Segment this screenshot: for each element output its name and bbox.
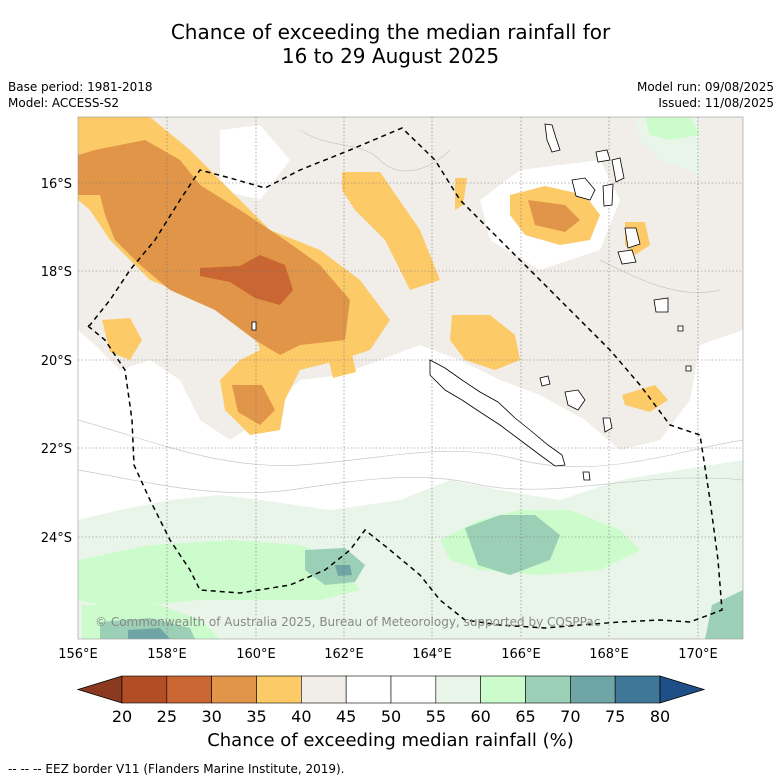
colorbar-tick-label: 75 <box>605 707 625 726</box>
colorbar-segment <box>614 675 661 704</box>
lon-tick-label: 156°E <box>58 647 98 662</box>
issued-text: Issued: 11/08/2025 <box>658 96 774 110</box>
loyalty-island-2 <box>539 375 551 387</box>
lat-tick-label: 18°S <box>41 265 72 280</box>
colorbar-segment <box>166 675 212 704</box>
region-40-45-small-2 <box>102 318 142 360</box>
island-small-b <box>685 365 692 372</box>
lat-tick-label: 20°S <box>41 354 72 369</box>
vanuatu-3 <box>595 149 611 163</box>
map-title-line2: 16 to 29 August 2025 <box>281 44 500 68</box>
region-white-gap-1 <box>220 125 290 200</box>
lat-tick-label: 16°S <box>41 177 72 192</box>
lon-tick-label: 168°E <box>589 647 629 662</box>
loyalty-island-1 <box>564 389 586 411</box>
lon-tick-label: 160°E <box>236 647 276 662</box>
base-period-text: Base period: 1981-2018 <box>8 80 153 94</box>
copyright-text: © Commonwealth of Australia 2025, Bureau… <box>95 615 600 629</box>
vanuatu-2 <box>571 177 596 201</box>
region-40-45-small-3 <box>622 385 668 412</box>
colorbar-segment <box>256 675 302 704</box>
lon-tick-labels: 156°E 158°E 160°E 162°E 164°E 166°E 168°… <box>58 647 718 662</box>
vanuatu-8 <box>653 297 669 313</box>
region-65-70-bottom <box>100 618 195 639</box>
colorbar-tick-label: 30 <box>201 707 221 726</box>
region-65-70-se <box>465 515 560 575</box>
region-65-70-sw <box>305 548 365 585</box>
region-30-35-blob-2 <box>232 385 275 425</box>
lat-tick-label: 24°S <box>41 531 72 546</box>
colorbar-segment <box>570 675 616 704</box>
vanuatu-7 <box>617 249 637 265</box>
colorbar-tick-label: 45 <box>336 707 356 726</box>
region-40-45-north-blob <box>342 172 440 290</box>
eez-legend-footnote: -- -- -- EEZ border V11 (Flanders Marine… <box>8 762 345 776</box>
lon-tick-label: 162°E <box>324 647 364 662</box>
colorbar-label: Chance of exceeding median rainfall (%) <box>207 730 574 751</box>
vanuatu-1 <box>544 123 561 153</box>
region-70-75-sw <box>335 565 352 576</box>
region-40-45-small-5 <box>325 345 356 378</box>
region-65-70-corner <box>705 590 743 639</box>
colorbar-tick-label: 40 <box>291 707 311 726</box>
vanuatu-6 <box>624 227 641 249</box>
colorbar-extend-high <box>659 675 706 704</box>
colorbar-segment <box>345 675 392 704</box>
vanuatu-4 <box>611 157 625 183</box>
map-area <box>78 117 743 639</box>
region-30-35-blob-1 <box>528 200 580 232</box>
vanuatu-5 <box>602 183 614 207</box>
colorbar-extend-low <box>76 675 123 704</box>
colorbar-tick-label: 20 <box>112 707 132 726</box>
colorbar-segment <box>301 675 347 704</box>
colorbar-tick-label: 50 <box>381 707 401 726</box>
loyalty-island-3 <box>602 417 613 433</box>
colorbar-tick-label: 65 <box>515 707 535 726</box>
colorbar-tick-label: 55 <box>426 707 446 726</box>
model-run-text: Model run: 09/08/2025 <box>636 80 774 94</box>
model-text: Model: ACCESS-S2 <box>8 96 120 110</box>
lat-tick-labels: 16°S 18°S 20°S 22°S 24°S <box>41 177 72 546</box>
colorbar-tick-label: 25 <box>157 707 177 726</box>
contour-lines <box>78 129 743 494</box>
colorbar-tick-label: 35 <box>246 707 266 726</box>
isle-of-pines <box>582 471 591 481</box>
colorbar-segment <box>390 675 437 704</box>
colorbar: 20 25 30 35 40 45 50 55 60 65 70 75 80 <box>76 675 706 726</box>
island-small-a <box>677 325 684 332</box>
grid-lines <box>78 117 743 639</box>
lon-tick-label: 170°E <box>678 647 718 662</box>
colorbar-segment <box>525 675 571 704</box>
colorbar-segment <box>211 675 257 704</box>
colorbar-tick-label: 70 <box>560 707 580 726</box>
lat-tick-label: 22°S <box>41 442 72 457</box>
region-40-45-mid-blob <box>450 315 520 370</box>
land-masses <box>251 123 692 481</box>
region-70-75-bottom <box>128 628 170 639</box>
colorbar-tick-label: 60 <box>470 707 490 726</box>
eez-border <box>86 127 723 629</box>
colorbar-tick-label: 80 <box>650 707 670 726</box>
region-60-65-sw <box>78 540 360 605</box>
island-small-c <box>251 321 257 331</box>
lon-tick-label: 164°E <box>412 647 452 662</box>
new-caledonia-main <box>429 359 566 467</box>
colorbar-segment <box>480 675 526 704</box>
region-60-65-ne <box>645 117 700 140</box>
region-25-30-core <box>200 255 293 305</box>
colorbar-segment <box>435 675 481 704</box>
region-40-45-small-1 <box>455 178 467 210</box>
lon-tick-label: 166°E <box>501 647 541 662</box>
lon-tick-label: 158°E <box>147 647 187 662</box>
map-frame <box>77 116 744 640</box>
map-title-line1: Chance of exceeding the median rainfall … <box>170 20 611 44</box>
colorbar-segment <box>121 675 168 704</box>
